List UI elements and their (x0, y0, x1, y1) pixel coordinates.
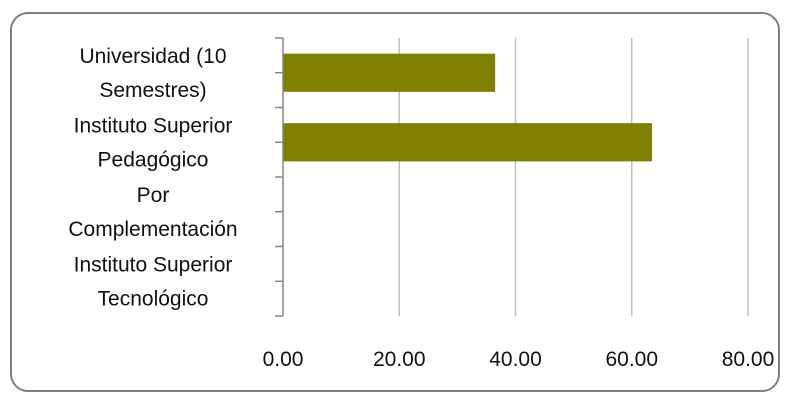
x-tick-label: 60.00 (605, 348, 658, 371)
category-label: Instituto Superior (74, 114, 233, 137)
bars (283, 53, 653, 162)
category-label: Semestres) (99, 79, 206, 102)
bar (283, 53, 496, 92)
category-label: Pedagógico (98, 148, 209, 171)
category-label: Complementación (68, 218, 237, 241)
category-label: Tecnológico (98, 287, 209, 310)
x-tick-labels: 0.00 20.00 40.00 60.00 80.00 (263, 348, 775, 371)
category-label: Instituto Superior (74, 253, 233, 276)
category-label: Por (137, 184, 170, 207)
bar (283, 123, 653, 162)
x-tick-label: 80.00 (722, 348, 775, 371)
category-label: Universidad (10 (79, 45, 226, 68)
x-tick-label: 20.00 (373, 348, 426, 371)
x-tick-label: 40.00 (489, 348, 542, 371)
y-axis (275, 37, 284, 317)
x-tick-label: 0.00 (263, 348, 304, 371)
category-labels: Universidad (10 Semestres) Instituto Super… (68, 45, 237, 311)
